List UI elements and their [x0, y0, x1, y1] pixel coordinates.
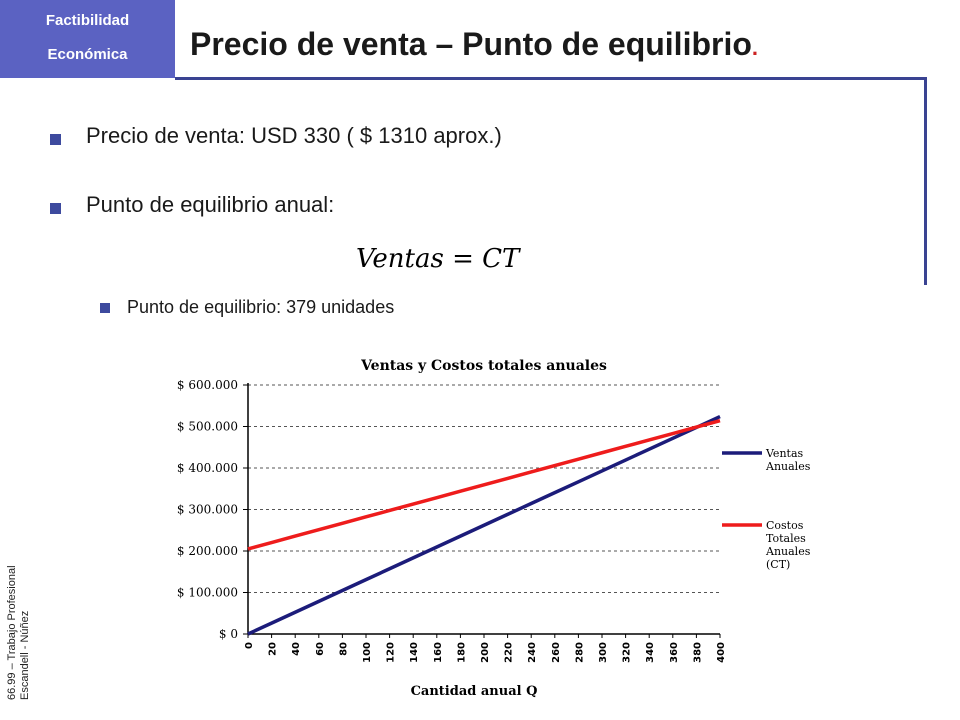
breakeven-chart: Ventas y Costos totales anuales $ 0 $ 100.… — [177, 358, 811, 699]
bullet-square-icon — [50, 134, 61, 145]
header-rule — [175, 77, 927, 80]
x-tick-label: 380 — [692, 642, 703, 663]
side-rule — [924, 77, 927, 285]
y-tick-label: $ 100.000 — [177, 586, 238, 600]
legend-label-costos: Anuales — [765, 545, 811, 558]
x-tick-label: 260 — [551, 642, 562, 663]
x-tick-label: 340 — [645, 642, 656, 663]
y-tick-label: $ 300.000 — [177, 503, 238, 517]
x-tick-label: 360 — [669, 642, 680, 663]
section-tag-line2: Económica — [47, 46, 128, 63]
x-tick-label: 180 — [456, 642, 467, 663]
breakeven-formula: Ventas = CT — [356, 244, 520, 274]
slide-title-text: Precio de venta – Punto de equilibrio — [190, 26, 752, 62]
x-tick-label: 40 — [291, 642, 302, 656]
bullet-breakeven-result: Punto de equilibrio: 379 unidades — [127, 297, 395, 317]
y-tick-label: $ 400.000 — [177, 461, 238, 475]
legend-label-costos: Costos — [766, 519, 804, 532]
x-tick-label: 220 — [504, 642, 515, 663]
x-tick-label: 200 — [480, 642, 491, 663]
legend-label-ventas: Anuales — [765, 460, 811, 473]
x-tick-label: 60 — [315, 642, 326, 656]
section-tag-line1: Factibilidad — [45, 12, 130, 29]
x-tick-label: 20 — [268, 642, 279, 656]
chart-title: Ventas y Costos totales anuales — [360, 358, 607, 374]
x-tick-label: 400 — [716, 642, 727, 663]
y-tick-label: $ 600.000 — [177, 378, 238, 392]
y-tick-label: $ 0 — [219, 627, 238, 641]
x-tick-label: 240 — [527, 642, 538, 663]
side-footer-line1: 66.99 – Trabajo Profesional — [6, 565, 18, 700]
legend-label-costos: Totales — [766, 532, 806, 545]
x-tick-label: 80 — [338, 642, 349, 656]
x-tick-label: 120 — [386, 642, 397, 663]
legend-label-costos: (CT) — [766, 558, 790, 571]
series-line-ventas — [247, 414, 721, 636]
x-tick-label: 100 — [362, 642, 373, 663]
sub-bullet-square-icon — [100, 303, 110, 313]
series-line-costos — [247, 419, 721, 551]
x-tick-label: 140 — [409, 642, 420, 663]
slide-title-dot: . — [751, 35, 759, 60]
y-tick-label: $ 500.000 — [177, 420, 238, 434]
x-tick-label: 280 — [574, 642, 585, 663]
y-tick-label: $ 200.000 — [177, 544, 238, 558]
bullet-breakeven: Punto de equilibrio anual: — [86, 192, 335, 217]
side-footer-line2: Escandell - Núñez — [19, 610, 31, 700]
bullet-square-icon — [50, 203, 61, 214]
x-tick-label: 0 — [244, 642, 255, 649]
x-axis-label: Cantidad anual Q — [411, 684, 538, 699]
side-footer: 66.99 – Trabajo Profesional Escandell - … — [6, 565, 32, 700]
x-tick-label: 320 — [622, 642, 633, 663]
x-tick-label: 160 — [433, 642, 444, 663]
x-tick-label: 300 — [598, 642, 609, 663]
bullet-price: Precio de venta: USD 330 ( $ 1310 aprox.… — [86, 123, 502, 148]
slide-title: Precio de venta – Punto de equilibrio. — [190, 26, 758, 63]
legend-label-ventas: Ventas — [765, 447, 804, 460]
section-tag: Factibilidad Económica — [0, 0, 175, 78]
